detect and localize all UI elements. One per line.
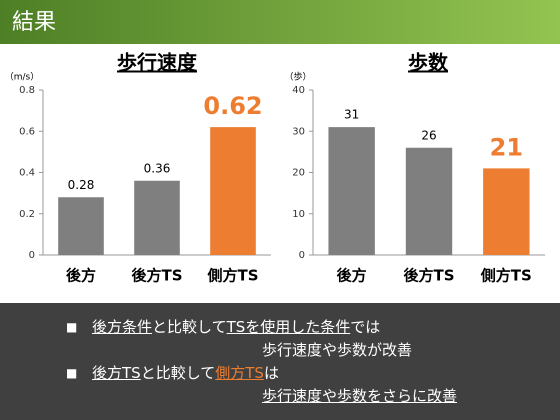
bar: [328, 127, 375, 255]
header-bar: [0, 0, 560, 44]
bullet-mark: ■: [66, 320, 78, 334]
value-label: 0.36: [144, 161, 171, 175]
bar: [134, 180, 180, 255]
bullet-line: 後方条件と比較してTSを使用した条件では: [92, 316, 380, 337]
y-tick-label: 0.2: [19, 209, 35, 220]
text: では: [350, 318, 381, 336]
charts: 結果 歩行速度 （m/s） 0 0.2 0.4 0.6 0.8 後方 0.28 後方TS 0.36 側…: [0, 0, 560, 285]
text: と比較して: [152, 318, 227, 336]
text: と比較して: [140, 364, 216, 382]
value-label: 21: [490, 133, 523, 161]
y-unit: （m/s）: [5, 72, 40, 83]
text: は: [263, 364, 279, 382]
text: TSを使用した条件: [226, 318, 351, 336]
y-tick-label: 0: [299, 250, 305, 261]
bullet-mark: ■: [66, 366, 78, 380]
header-title: 結果: [12, 10, 56, 35]
summary-panel: ■ 後方条件と比較してTSを使用した条件では 歩行速度や歩数が改善 ■ 後方TS…: [0, 303, 560, 420]
value-label: 31: [344, 108, 359, 122]
y-tick-label: 20: [292, 168, 305, 179]
bullet-line: 後方TSと比較して側方TSは: [92, 362, 279, 383]
y-unit: （歩）: [284, 71, 311, 83]
value-label: 26: [421, 128, 436, 142]
chart-title: 歩行速度: [117, 51, 198, 75]
text: 後方条件: [92, 318, 153, 336]
text: 側方TS: [215, 364, 264, 382]
x-tick-label: 後方TS: [402, 267, 454, 285]
bar: [210, 127, 256, 255]
y-tick-label: 30: [292, 126, 305, 137]
y-tick-label: 0: [29, 250, 35, 261]
bar: [58, 197, 104, 255]
x-tick-label: 側方TS: [480, 267, 532, 285]
bullet-line: 歩行速度や歩数をさらに改善: [262, 387, 458, 405]
value-label: 0.28: [68, 178, 95, 192]
y-tick-label: 10: [292, 209, 305, 220]
text: 後方TS: [92, 364, 141, 382]
y-tick-label: 40: [292, 85, 305, 96]
value-label: 0.62: [203, 92, 262, 120]
bullet-line: 歩行速度や歩数が改善: [262, 341, 413, 359]
y-tick-label: 0.6: [19, 126, 35, 137]
bar: [405, 147, 453, 255]
x-tick-label: 側方TS: [206, 267, 258, 285]
bar: [483, 168, 530, 255]
x-tick-label: 後方: [65, 267, 96, 285]
x-tick-label: 後方TS: [130, 267, 182, 285]
chart-title: 歩数: [408, 51, 449, 75]
y-tick-label: 0.8: [19, 85, 35, 96]
x-tick-label: 後方: [336, 267, 367, 285]
y-tick-label: 0.4: [19, 168, 35, 179]
